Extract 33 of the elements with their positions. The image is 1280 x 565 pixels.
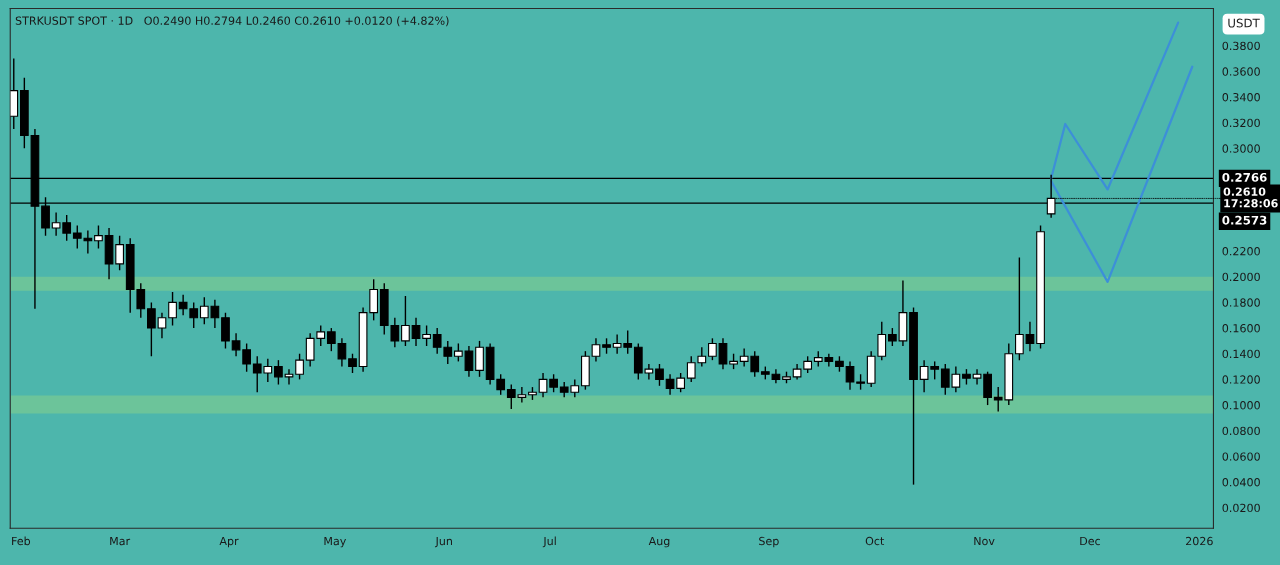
y-tick-label: 0.1400: [1222, 349, 1260, 359]
y-tick-label: 0.3400: [1222, 93, 1260, 102]
y-tick-label: 0.3000: [1222, 144, 1260, 153]
x-tick-label: Nov: [974, 536, 995, 546]
y-tick-label: 0.0200: [1222, 503, 1260, 513]
x-tick-label: Feb: [12, 536, 31, 546]
y-tick-label: 0.3800: [1222, 41, 1260, 51]
x-tick-label: Apr: [219, 536, 239, 548]
x-tick-label: Jun: [434, 536, 452, 548]
x-tick-label: Sep: [759, 536, 779, 548]
ref-line-label: 0.2766: [1222, 172, 1267, 182]
y-tick-label: 0.0600: [1222, 452, 1260, 461]
y-tick-label: 0.1600: [1222, 324, 1260, 333]
y-tick-label: 0.2000: [1222, 272, 1260, 282]
x-tick-label: Mar: [110, 536, 131, 546]
annotation: 0.2610 17:28:06: [1223, 187, 1278, 208]
y-tick-label: 0.1000: [1222, 401, 1260, 410]
text: STRKUSDT SPOT · 1D O0.2490 H0.2794 L0.2460 C0.2610 +0.0120 (+4.82%): [15, 16, 449, 27]
y-tick-label: 0.1200: [1222, 375, 1260, 384]
ref-line-label: 0.2573: [1222, 215, 1267, 225]
y-tick-label: 0.2200: [1222, 247, 1260, 256]
y-tick-label: 0.0800: [1222, 426, 1260, 436]
y-tick-label: 0.3600: [1222, 67, 1260, 76]
y-tick-label: 0.1800: [1222, 298, 1260, 307]
x-tick-label: Jul: [542, 536, 556, 548]
x-tick-label: Aug: [648, 536, 670, 548]
x-tick-label: Oct: [865, 536, 885, 546]
y-tick-label: 0.3200: [1222, 118, 1260, 128]
x-tick-label: May: [324, 536, 347, 548]
y-tick-label: 0.0400: [1222, 478, 1260, 487]
x-tick-label: Dec: [1080, 536, 1101, 546]
y-axis-title: USDT: [1228, 18, 1260, 28]
x-tick-label: 2026: [1186, 536, 1213, 546]
